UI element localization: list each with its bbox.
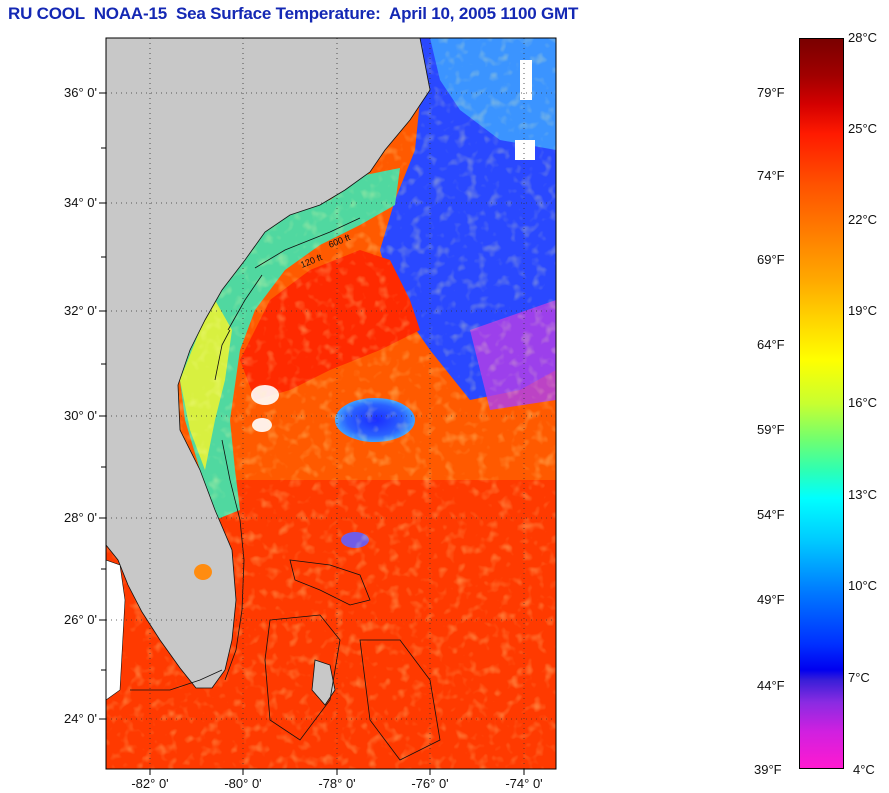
map-frame [105, 37, 557, 770]
colorbar-c-label-10: 10°C [848, 578, 878, 593]
lat-label-28: 28° 0' [64, 510, 97, 525]
colorbar-f-label-74: 74°F [757, 168, 785, 183]
graticule [106, 38, 556, 769]
colorbar-f-label-39: 39°F [754, 762, 782, 777]
bahamas-land [311, 659, 336, 706]
colorbar-c-label-4: 4°C [853, 762, 875, 777]
southeast-us-land [106, 38, 431, 689]
lat-label-26: 26° 0' [64, 612, 97, 627]
colorbar-f-label-49: 49°F [757, 592, 785, 607]
lat-label-30: 30° 0' [64, 408, 97, 423]
axis-ticks [99, 92, 525, 775]
colorbar-c-label-28: 28°C [848, 30, 878, 45]
colorbar-f-label-69: 69°F [757, 252, 785, 267]
colorbar-c-label-19: 19°C [848, 303, 878, 318]
colorbar-f-label-59: 59°F [757, 422, 785, 437]
lon-label-74: -74° 0' [505, 776, 543, 791]
colorbar-f-label-79: 79°F [757, 85, 785, 100]
colorbar-f-label-64: 64°F [757, 337, 785, 352]
lon-label-76: -76° 0' [411, 776, 449, 791]
colorbar-c-label-16: 16°C [848, 395, 878, 410]
colorbar-c-label-13: 13°C [848, 487, 878, 502]
colorbar-c-label-25: 25°C [848, 121, 878, 136]
colorbar-c-label-7: 7°C [848, 670, 870, 685]
colorbar-f-label-44: 44°F [757, 678, 785, 693]
colorbar-f-label-54: 54°F [757, 507, 785, 522]
temperature-colorbar [799, 38, 844, 769]
lat-label-32: 32° 0' [64, 303, 97, 318]
lon-label-78: -78° 0' [318, 776, 356, 791]
map-title: RU COOL NOAA-15 Sea Surface Temperature:… [8, 4, 579, 23]
lat-label-36: 36° 0' [64, 85, 97, 100]
lat-label-24: 24° 0' [64, 711, 97, 726]
colorbar-c-label-22: 22°C [848, 212, 878, 227]
lon-label-82: -82° 0' [131, 776, 169, 791]
lat-label-34: 34° 0' [64, 195, 97, 210]
lon-label-80: -80° 0' [224, 776, 262, 791]
